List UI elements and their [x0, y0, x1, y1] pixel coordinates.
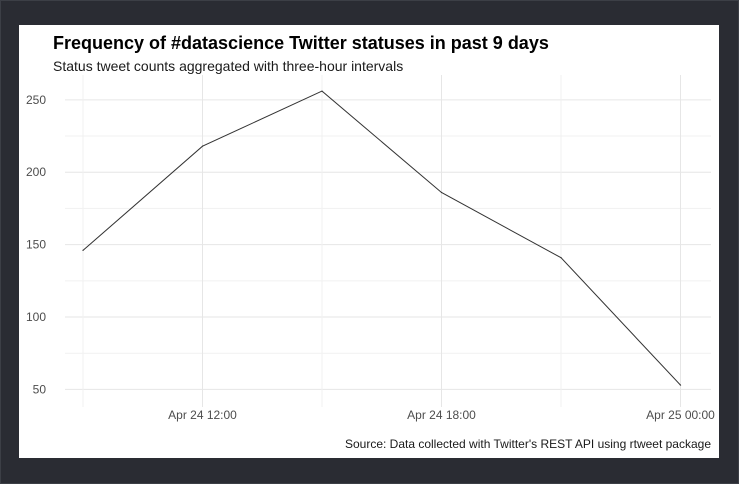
y-tick-label: 50: [33, 382, 47, 396]
x-tick-label: Apr 25 00:00: [646, 408, 715, 422]
y-tick-label: 200: [26, 165, 46, 179]
data-point: [440, 191, 443, 194]
data-point: [82, 249, 84, 252]
chart-caption: Source: Data collected with Twitter's RE…: [344, 437, 711, 451]
x-tick-label: Apr 24 18:00: [407, 408, 476, 422]
data-point: [201, 145, 204, 147]
x-tick-label: Apr 24 12:00: [168, 408, 237, 422]
y-tick-label: 100: [26, 310, 46, 324]
chart-area: 50 100 150 200 250 Apr 24 12:00 Apr 24 18:00 Ap…: [26, 75, 715, 422]
data-point: [560, 257, 562, 259]
data-point: [679, 384, 682, 386]
chart-subtitle: Status tweet counts aggregated with thre…: [53, 58, 404, 74]
y-tick-label: 150: [26, 238, 46, 252]
data-point: [321, 90, 323, 92]
chart-title: Frequency of #datascience Twitter status…: [53, 33, 549, 53]
y-tick-label: 250: [26, 93, 46, 107]
plot-panel: 50 100 150 200 250 Apr 24 12:00 Apr 24 18:00 Ap…: [19, 25, 719, 458]
series-line: [82, 90, 681, 386]
